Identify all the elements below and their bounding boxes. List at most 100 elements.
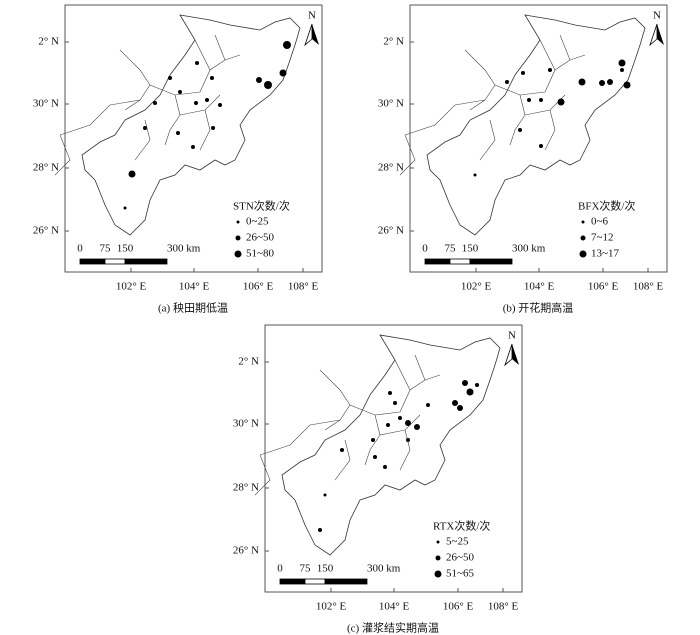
north-arrow	[649, 23, 658, 47]
county-border	[539, 39, 556, 71]
north-arrow	[512, 344, 519, 365]
scale-label: 0	[277, 563, 283, 575]
north-arrow	[504, 343, 513, 367]
legend-item: 0~6	[591, 216, 608, 228]
county-border	[194, 39, 211, 71]
station-dot	[466, 388, 474, 396]
lat-label: 28° N	[33, 162, 59, 174]
lat-label: 2° N	[383, 36, 404, 48]
lon-label: 104° E	[379, 601, 410, 613]
county-border	[399, 134, 416, 176]
legend-item: 7~12	[591, 232, 613, 244]
legend-dot	[435, 555, 441, 561]
legend-dot	[580, 235, 586, 241]
scale-label: 75	[100, 243, 112, 255]
county-border	[59, 99, 141, 136]
lat-label: 28° N	[378, 162, 404, 174]
legend-item: 0~25	[246, 216, 269, 228]
station-dot	[393, 401, 397, 405]
county-border	[559, 34, 571, 61]
lat-label: 2° N	[238, 356, 259, 368]
scale-bar	[124, 258, 168, 265]
legend-dot	[579, 250, 587, 258]
scale-label: 300 km	[367, 563, 401, 575]
map-panel: 2° N 30° N 28° N 26° N 102° E 104° E 106° E 108…	[233, 324, 523, 635]
county-border	[164, 94, 181, 146]
county-border	[509, 94, 526, 146]
station-dot	[505, 80, 509, 84]
lon-label: 104° E	[524, 281, 555, 293]
legend-dot	[581, 220, 585, 224]
station-dot	[521, 71, 525, 75]
station-dot	[475, 383, 479, 387]
station-dot	[283, 41, 291, 49]
region-outline	[281, 334, 501, 556]
scale-label: 75	[445, 243, 457, 255]
north-arrow	[304, 23, 313, 47]
scale-bar	[79, 258, 106, 265]
legend-title: BFX次数/次	[578, 199, 635, 213]
station-dot	[256, 77, 262, 83]
county-border	[544, 54, 586, 93]
lon-label: 106° E	[588, 281, 619, 293]
lat-label: 26° N	[378, 225, 404, 237]
legend-item: 26~50	[446, 552, 474, 564]
station-dot	[539, 98, 543, 102]
station-dot	[371, 438, 375, 442]
north-arrow	[312, 24, 319, 45]
county-border	[544, 109, 556, 151]
caption: (a) 秧田期低温	[158, 301, 228, 315]
station-dot	[383, 465, 387, 469]
county-border	[199, 54, 241, 93]
station-dot	[195, 61, 199, 65]
lat-label: 30° N	[378, 98, 404, 110]
county-border	[394, 359, 411, 391]
station-dot	[386, 423, 390, 427]
lon-label: 102° E	[116, 281, 147, 293]
legend-item: 51~80	[246, 248, 274, 260]
north-label: N	[508, 330, 516, 342]
legend-item: 51~65	[446, 568, 474, 580]
north-label: N	[653, 10, 661, 22]
north-arrow	[657, 24, 664, 45]
lon-label: 108° E	[288, 281, 319, 293]
legend-item: 5~25	[446, 536, 469, 548]
county-border	[399, 374, 441, 413]
station-dot	[191, 145, 195, 149]
station-dot	[548, 68, 552, 72]
county-border	[364, 414, 381, 466]
legend-item: 13~17	[591, 248, 619, 260]
station-dot	[168, 76, 172, 80]
station-dot	[210, 76, 214, 80]
station-dot	[398, 416, 402, 420]
station-dot	[340, 448, 344, 452]
county-border	[404, 99, 486, 136]
caption: (c) 灌浆结实期高温	[347, 621, 439, 635]
caption: (b) 开花期高温	[503, 301, 574, 315]
station-dot	[153, 101, 157, 105]
station-dot	[618, 59, 626, 67]
scale-bar	[324, 578, 368, 585]
map-panel: 2° N 30° N 28° N 26° N 102° E 104° E 106° E 108…	[33, 4, 323, 315]
station-dot	[607, 79, 613, 85]
scale-label: 150	[117, 243, 134, 255]
station-dot	[323, 493, 327, 497]
lat-label: 26° N	[33, 225, 59, 237]
scale-label: 75	[300, 563, 312, 575]
station-dot	[473, 173, 477, 177]
county-border	[254, 454, 271, 496]
county-border	[334, 439, 351, 481]
station-dot	[406, 438, 410, 442]
station-dot	[205, 98, 209, 102]
station-dot	[557, 98, 565, 106]
scale-label: 150	[462, 243, 479, 255]
map-panel: 2° N 30° N 28° N 26° N 102° E 104° E 106° E 108…	[378, 4, 668, 315]
lon-label: 106° E	[243, 281, 274, 293]
station-dot	[527, 98, 531, 102]
county-border	[324, 404, 351, 431]
station-dot	[218, 103, 222, 107]
scale-bar	[469, 258, 513, 265]
lat-label: 28° N	[233, 482, 259, 494]
legend-title: RTX次数/次	[433, 519, 490, 533]
